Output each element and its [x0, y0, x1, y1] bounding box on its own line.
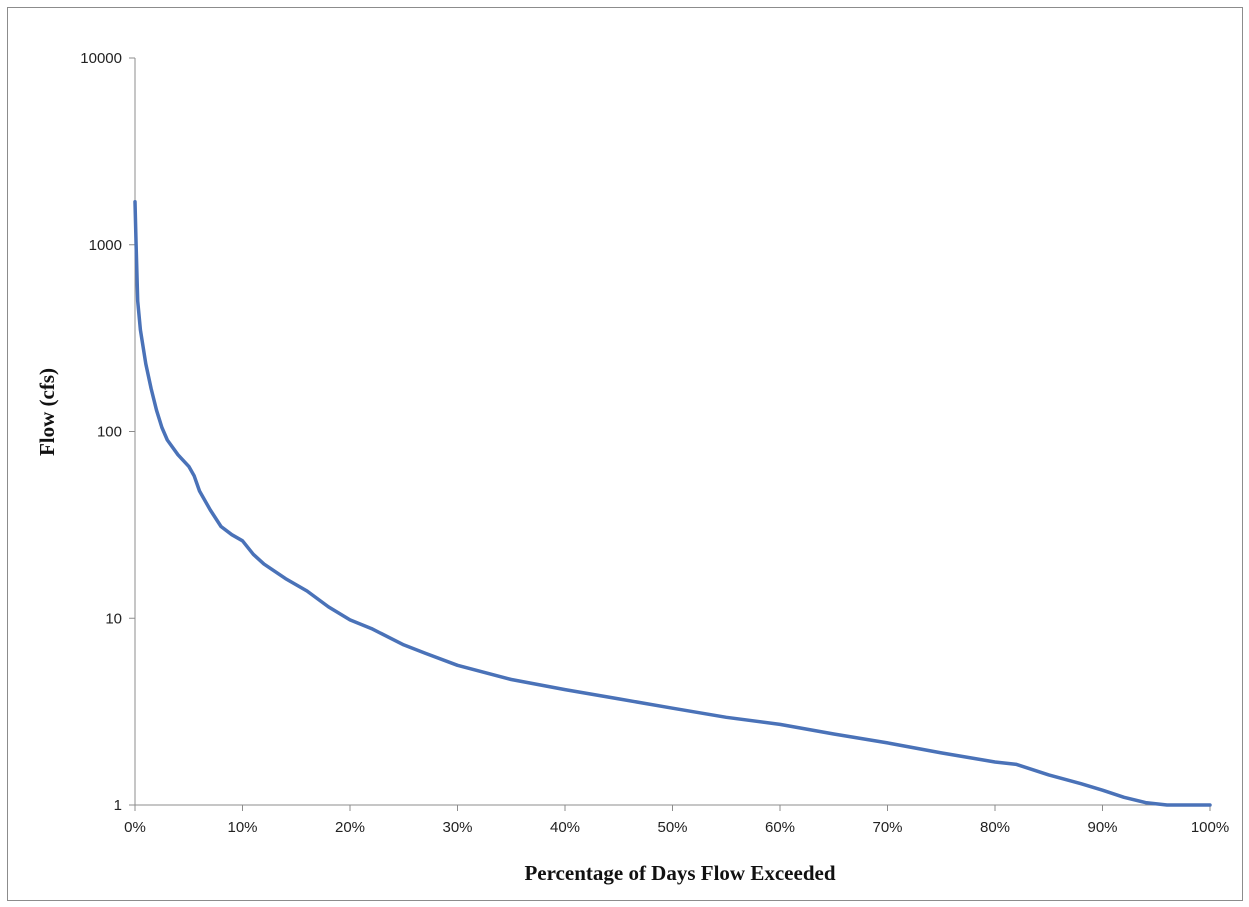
chart-area	[7, 7, 1243, 901]
y-axis-ticks: 1 10 100 1000 10000	[80, 50, 135, 814]
x-tick-label: 70%	[872, 819, 902, 836]
x-tick-label: 60%	[765, 819, 795, 836]
x-axis-ticks: 0% 10% 20% 30% 40% 50% 60% 70% 80% 90% 100%	[124, 805, 1229, 836]
x-tick-label: 100%	[1191, 819, 1229, 836]
y-tick-label: 10	[105, 610, 122, 627]
x-tick-label: 20%	[335, 819, 365, 836]
x-tick-label: 10%	[227, 819, 257, 836]
x-axis-title: Percentage of Days Flow Exceeded	[524, 861, 835, 885]
y-tick-label: 10000	[80, 50, 122, 67]
x-tick-label: 80%	[980, 819, 1010, 836]
y-tick-label: 1000	[89, 237, 122, 254]
x-tick-label: 40%	[550, 819, 580, 836]
x-tick-label: 90%	[1087, 819, 1117, 836]
flow-duration-line	[133, 199, 1212, 807]
y-tick-label: 1	[114, 797, 122, 814]
x-tick-label: 30%	[442, 819, 472, 836]
y-axis-title: Flow (cfs)	[35, 368, 59, 456]
y-tick-label: 100	[97, 424, 122, 441]
x-tick-label: 50%	[657, 819, 687, 836]
x-tick-label: 0%	[124, 819, 146, 836]
